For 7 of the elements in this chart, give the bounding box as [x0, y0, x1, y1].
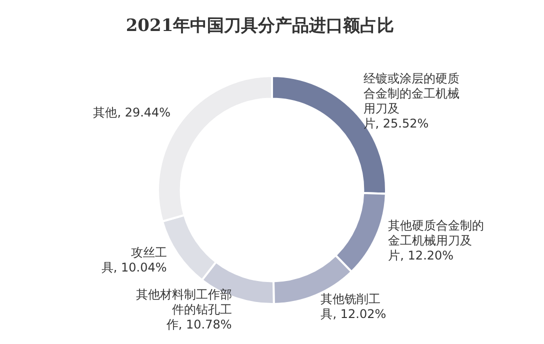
slice-label: 经镀或涂层的硬质合金制的金工机械用刀及片, 25.52%: [363, 71, 460, 130]
slice-label: 其他材料制工作部件的钻孔工作, 10.78%: [136, 288, 232, 332]
slice-label: 其他铣削工具, 12.02%: [320, 292, 386, 321]
chart-title: 2021年中国刀具分产品进口额占比: [124, 15, 396, 37]
slice-label: 其他硬质合金制的金工机械用刀及片, 12.20%: [388, 218, 484, 262]
slice-label: 其他, 29.44%: [93, 106, 171, 120]
slice-label: 攻丝工具, 10.04%: [101, 246, 167, 275]
